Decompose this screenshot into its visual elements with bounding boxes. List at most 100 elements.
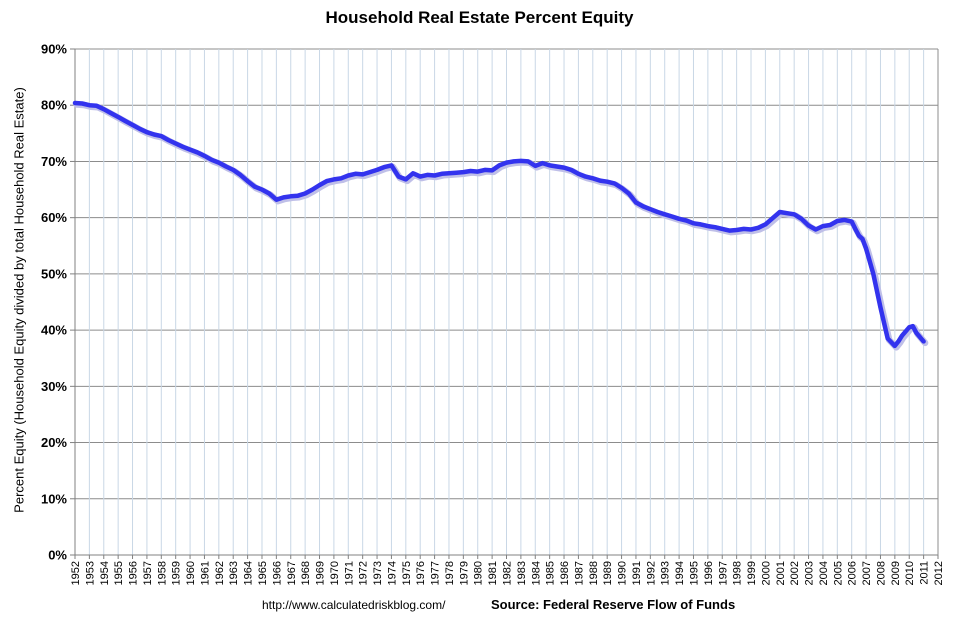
data-point: [353, 172, 358, 176]
data-point: [576, 172, 581, 176]
data-point: [231, 168, 235, 172]
data-point: [454, 171, 458, 175]
data-point: [217, 161, 221, 165]
data-point: [778, 210, 782, 214]
x-tick-label: 1997: [717, 561, 729, 585]
data-point: [533, 164, 537, 168]
x-tick-label: 1967: [286, 561, 298, 585]
data-point: [483, 168, 487, 172]
data-point: [620, 186, 624, 190]
x-tick-label: 1985: [545, 561, 557, 585]
x-tick-label: 1986: [559, 561, 571, 585]
data-point: [130, 123, 135, 127]
x-tick-label: 1978: [444, 561, 456, 585]
data-point: [655, 210, 660, 214]
x-tick-label: 1970: [329, 561, 341, 585]
data-point: [289, 194, 293, 198]
y-tick-labels: 0% 10% 20% 30% 40% 50% 60% 70% 80% 90%: [41, 42, 67, 563]
source-url: http://www.calculatedriskblog.com/: [262, 598, 446, 612]
data-point: [317, 183, 322, 187]
data-point: [677, 217, 681, 221]
data-point: [555, 164, 559, 169]
data-point: [896, 339, 901, 343]
x-tick-label: 1964: [243, 561, 255, 585]
data-point: [886, 336, 890, 341]
data-point: [749, 227, 753, 232]
data-point: [907, 325, 911, 329]
data-point: [476, 170, 480, 174]
data-point: [584, 175, 588, 179]
data-point: [504, 161, 509, 165]
y-tick-label: 30%: [41, 379, 67, 394]
data-point: [526, 159, 530, 163]
chart-title: Household Real Estate Percent Equity: [325, 8, 634, 27]
x-tick-label: 1957: [142, 561, 154, 585]
data-point: [260, 188, 264, 192]
x-tick-label: 2007: [861, 561, 873, 585]
data-point: [634, 200, 638, 205]
x-tick-label: 1982: [502, 561, 514, 585]
x-tick-label: 1983: [516, 561, 528, 585]
data-point: [598, 179, 602, 183]
data-point: [433, 173, 437, 178]
x-tick-label: 1966: [271, 561, 283, 585]
data-point: [569, 168, 573, 172]
y-tick-label: 90%: [41, 42, 67, 57]
x-tick-label: 2011: [919, 561, 931, 585]
data-point: [785, 211, 789, 215]
x-tick-label: 1979: [458, 561, 470, 585]
data-point: [519, 159, 523, 163]
data-point: [253, 185, 257, 189]
x-tick-label: 2010: [904, 561, 916, 585]
x-tick-label: 2001: [775, 561, 787, 585]
x-tick-labels: 1952 1953 1954 1955 1956 1957 1958 1959 1960 1961…: [70, 561, 945, 585]
data-point: [425, 173, 429, 177]
data-point: [914, 331, 919, 335]
x-tick-label: 1968: [300, 561, 312, 585]
x-tick-label: 1952: [70, 561, 82, 585]
x-tick-label: 1971: [343, 561, 355, 585]
y-tick-label: 60%: [41, 210, 67, 225]
data-point: [605, 180, 609, 184]
data-point: [397, 175, 401, 179]
x-tick-label: 1996: [703, 561, 715, 585]
x-tick-label: 1999: [746, 561, 758, 585]
data-point: [210, 158, 214, 162]
data-point: [821, 224, 825, 228]
data-point: [742, 227, 746, 231]
x-tick-label: 2006: [847, 561, 859, 585]
data-point: [382, 165, 386, 169]
data-point: [188, 148, 192, 152]
x-tick-label: 2004: [818, 561, 830, 585]
data-point: [720, 227, 724, 231]
data-point: [497, 163, 501, 167]
data-point: [339, 176, 343, 180]
data-point: [238, 173, 242, 177]
data-point: [73, 101, 77, 105]
x-tick-label: 1990: [617, 561, 629, 585]
x-tick-label: 1976: [415, 561, 427, 585]
axes: [70, 48, 939, 559]
x-tick-label: 2000: [760, 561, 772, 585]
data-point: [771, 216, 775, 220]
data-point: [641, 204, 645, 208]
x-gridlines: [74, 49, 939, 555]
x-tick-label: 2003: [804, 561, 816, 585]
data-point: [181, 145, 185, 149]
data-point: [756, 226, 760, 230]
data-point: [174, 141, 178, 146]
data-point: [138, 127, 142, 131]
x-tick-label: 1972: [358, 561, 370, 585]
data-point: [864, 247, 868, 251]
data-point: [80, 101, 84, 106]
x-tick-label: 1969: [315, 561, 327, 585]
data-point: [418, 175, 422, 179]
y-tick-label: 0%: [48, 548, 67, 563]
x-tick-label: 1991: [631, 561, 643, 585]
x-tick-label: 1974: [386, 561, 398, 585]
data-point: [375, 168, 379, 172]
data-point: [468, 169, 473, 173]
y-tick-label: 70%: [41, 154, 67, 169]
data-point: [663, 212, 667, 216]
